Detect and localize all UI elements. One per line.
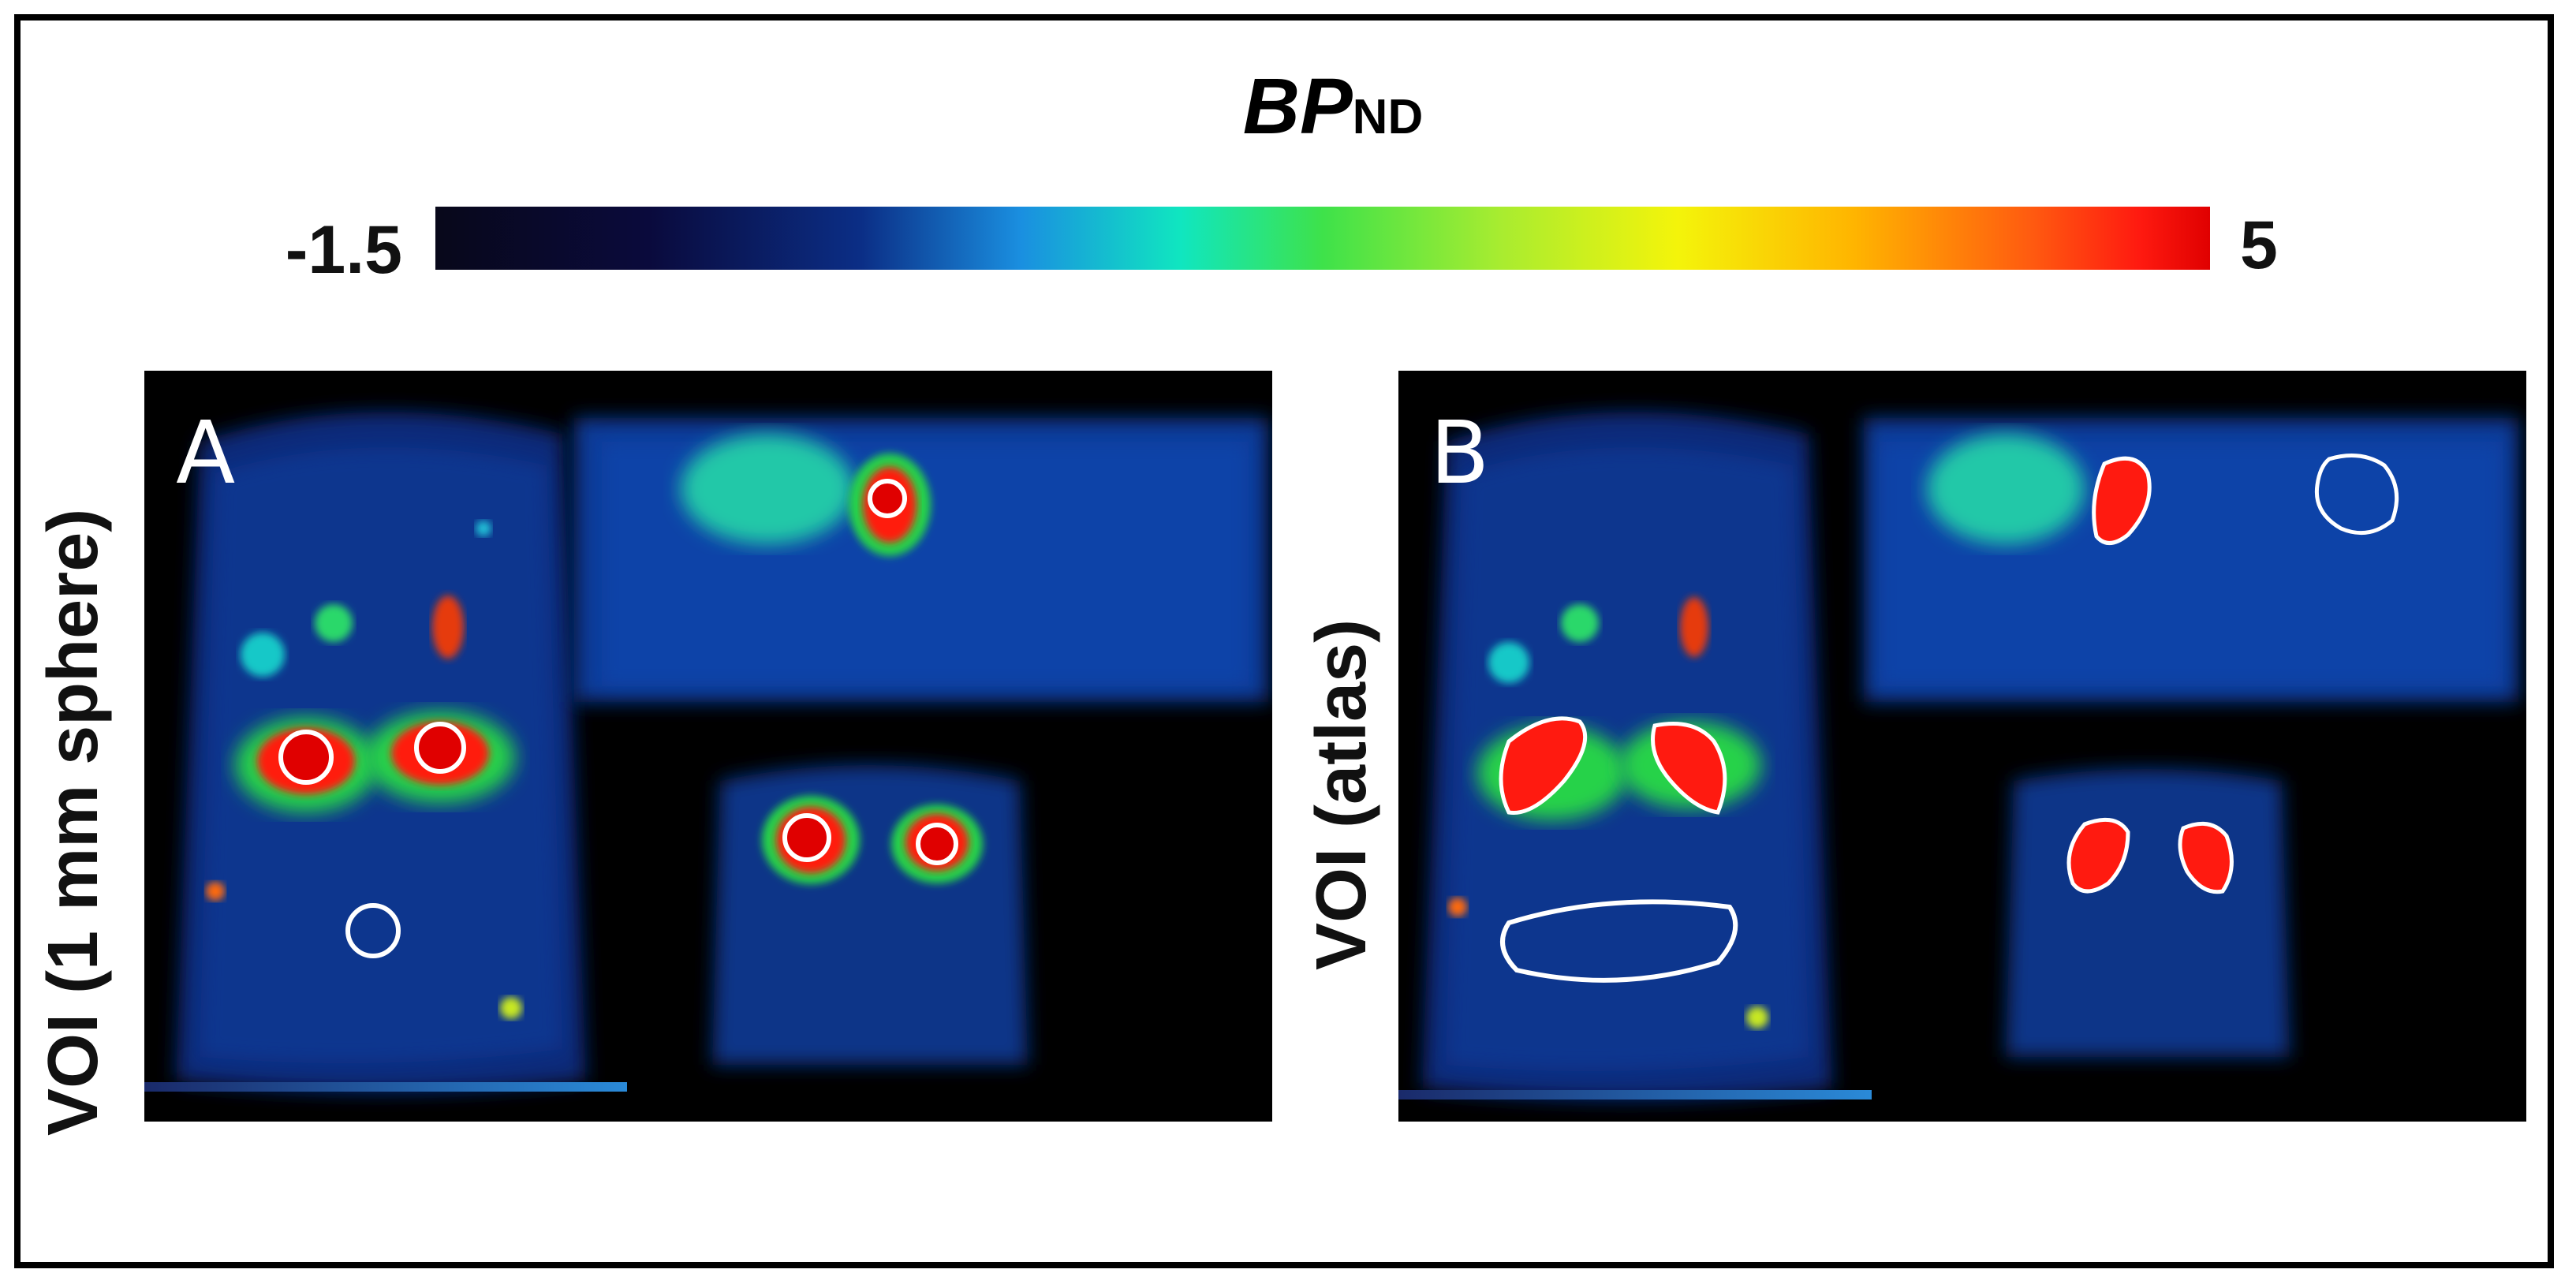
panel-b-side-label: VOI (atlas) bbox=[1302, 618, 1381, 970]
voi-sphere-right-striatum bbox=[414, 722, 466, 774]
colorbar bbox=[435, 207, 2210, 270]
panel-b-letter: B bbox=[1430, 402, 1490, 503]
panel-b-coronal-slice bbox=[1422, 412, 1832, 1100]
voi-atlas-sagittal-striatum bbox=[2092, 456, 2152, 545]
panel-a-letter: A bbox=[176, 402, 236, 503]
panel-b-axial-slice bbox=[2006, 769, 2290, 1057]
voi-atlas-left-striatum bbox=[1499, 716, 1588, 815]
panel-a-side-label: VOI (1 mm sphere) bbox=[34, 508, 113, 1136]
panel-b: B bbox=[1398, 371, 2526, 1122]
colorbar-max-label: 5 bbox=[2240, 207, 2278, 283]
colorbar-min-label: -1.5 bbox=[285, 212, 402, 288]
panel-a-images bbox=[176, 412, 1268, 1092]
voi-sphere-axial-right bbox=[916, 823, 958, 865]
panel-a: A bbox=[144, 371, 1272, 1122]
panel-a-scale-bar bbox=[144, 1082, 627, 1092]
voi-sphere-left-striatum bbox=[278, 730, 334, 785]
voi-sphere-sagittal bbox=[868, 479, 907, 518]
voi-atlas-sagittal-reference bbox=[2314, 454, 2399, 536]
panel-a-coronal-slice bbox=[176, 412, 586, 1092]
voi-sphere-axial-left bbox=[782, 813, 831, 862]
colorbar-title: BPND bbox=[1215, 62, 1451, 152]
voi-atlas-axial-left bbox=[2066, 817, 2130, 894]
voi-atlas-axial-right bbox=[2178, 821, 2234, 894]
panel-a-sagittal-slice bbox=[574, 418, 1268, 702]
voi-sphere-reference bbox=[345, 903, 401, 958]
figure-frame bbox=[14, 14, 2554, 1268]
colorbar-title-subscript: ND bbox=[1352, 90, 1424, 144]
colorbar-title-main: BP bbox=[1242, 62, 1353, 151]
panel-a-axial-slice bbox=[712, 765, 1028, 1065]
panel-b-sagittal-slice bbox=[1864, 418, 2518, 702]
voi-atlas-right-striatum bbox=[1651, 722, 1727, 815]
panel-b-scale-bar bbox=[1398, 1090, 1872, 1099]
panel-b-images bbox=[1422, 412, 2518, 1100]
voi-atlas-reference bbox=[1500, 899, 1738, 983]
